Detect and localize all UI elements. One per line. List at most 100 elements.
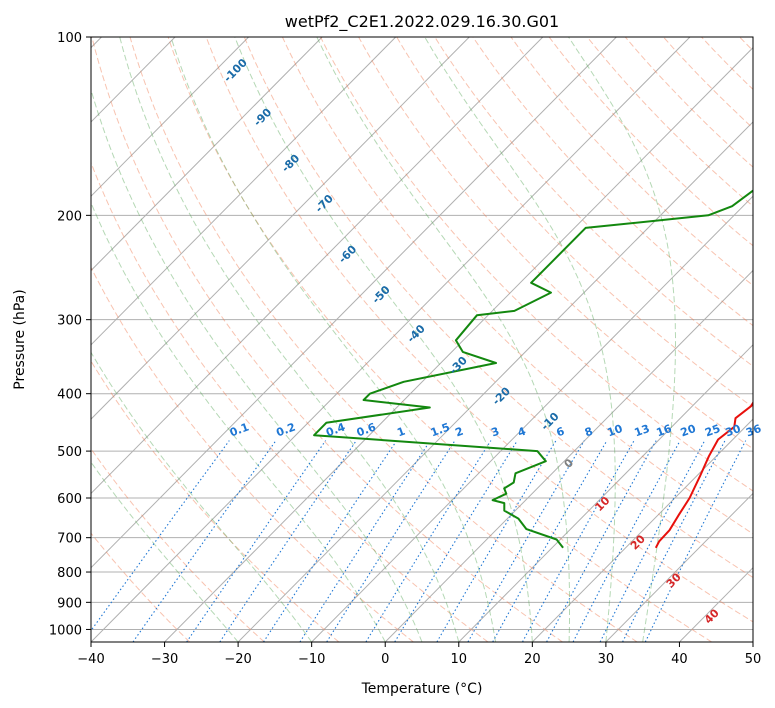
dry-adiabat-line xyxy=(205,37,753,623)
chart-title: wetPf2_C2E1.2022.029.16.30.G01 xyxy=(285,12,559,32)
isotherm-line xyxy=(311,195,753,642)
axes: −40 −30 −20 −10 0 10 20 30 40 5010020030040050060… xyxy=(49,31,761,667)
dry-adiabat-line xyxy=(662,37,753,129)
isotherm-label: -60 xyxy=(336,242,359,265)
isotherm-label: -40 xyxy=(405,322,428,345)
mixing-ratio-line xyxy=(132,440,277,642)
x-tick-label: 0 xyxy=(381,652,389,667)
isotherm-label: -90 xyxy=(251,106,274,129)
mixing-ratio-line xyxy=(394,440,518,642)
mixing-ratio-line xyxy=(186,440,327,642)
y-tick-label: 200 xyxy=(57,209,82,224)
mixing-ratio-line xyxy=(622,440,726,642)
dry-adiabat-line xyxy=(765,24,775,642)
y-tick-label: 800 xyxy=(57,566,82,581)
mixing-ratio-label: 16 xyxy=(655,422,674,440)
mixing-ratio-line xyxy=(644,440,747,642)
y-tick-label: 600 xyxy=(57,492,82,507)
isotherm-line xyxy=(679,566,753,642)
isotherm-line xyxy=(91,37,691,642)
y-axis-title: Pressure (hPa) xyxy=(12,289,28,389)
x-tick-label: 40 xyxy=(671,652,688,667)
x-tick-label: −10 xyxy=(298,652,325,667)
mixing-ratio-label: 4 xyxy=(516,424,528,439)
x-tick-label: 50 xyxy=(745,652,762,667)
isotherm-line xyxy=(91,37,470,420)
isotherm-line xyxy=(752,641,753,642)
y-tick-label: 300 xyxy=(57,314,82,329)
moist-adiabat-line xyxy=(424,37,616,642)
moist-adiabat-line xyxy=(316,37,570,642)
y-tick-label: 100 xyxy=(57,31,82,46)
isotherm-line xyxy=(91,37,323,272)
mixing-ratio-label: 30 xyxy=(724,422,743,440)
dewpoint-profile-line xyxy=(313,189,753,549)
mixing-ratio-label: 20 xyxy=(679,422,698,440)
dry-adiabat-line xyxy=(700,37,753,91)
dry-adiabat-line xyxy=(281,37,753,535)
mixing-ratio-line xyxy=(492,440,608,642)
mixing-ratio-line xyxy=(546,440,657,642)
isotherm-line xyxy=(91,37,397,346)
dry-adiabat-line xyxy=(91,360,340,642)
mixing-ratio-label: 3 xyxy=(489,425,501,440)
isotherm-line xyxy=(164,46,753,642)
isotherm-label: -50 xyxy=(370,283,393,306)
moist-adiabat-line xyxy=(234,37,533,642)
dry-adiabat-line xyxy=(129,37,638,642)
y-tick-label: 1000 xyxy=(49,623,82,638)
dry-adiabat-line xyxy=(472,37,753,327)
isotherm-line xyxy=(531,418,753,642)
plot-frame xyxy=(90,36,754,643)
moist-adiabat-line xyxy=(119,37,460,642)
y-tick-label: 500 xyxy=(57,445,82,460)
moist-adiabat-line xyxy=(91,201,386,642)
x-tick-label: 30 xyxy=(598,652,615,667)
moist-adiabat-line xyxy=(91,88,423,642)
y-tick-label: 400 xyxy=(57,388,82,403)
y-tick-label: 700 xyxy=(57,532,82,547)
moist-adiabat-line xyxy=(91,461,239,642)
dry-adiabat-line xyxy=(91,161,489,642)
mixing-ratio-line xyxy=(299,440,431,642)
isotherm-line xyxy=(605,492,753,642)
isotherm-label: -20 xyxy=(490,384,513,407)
isotherm-line xyxy=(91,37,617,569)
mixing-ratio-line xyxy=(599,440,706,642)
mixing-ratio-label: 10 xyxy=(605,422,624,440)
dry-adiabat-line xyxy=(396,37,753,408)
isotherm-line xyxy=(237,121,753,642)
mixing-ratio-label: 36 xyxy=(744,422,763,440)
mixing-ratio-label: 1 xyxy=(395,425,407,440)
isotherm-line xyxy=(458,344,753,642)
x-tick-label: −30 xyxy=(151,652,178,667)
mixing-ratio-label: 0.4 xyxy=(324,420,347,439)
mixing-ratio-label: 0.2 xyxy=(275,421,298,440)
x-tick-label: 20 xyxy=(524,652,541,667)
isotherm-line xyxy=(384,269,753,642)
mixing-ratio-label: 0.1 xyxy=(228,421,251,440)
profile-lines xyxy=(313,189,753,549)
mixing-ratio-label: 6 xyxy=(555,424,567,439)
dry-adiabat-line xyxy=(319,37,753,492)
mixing-ratio-line xyxy=(326,440,456,642)
y-tick-label: 900 xyxy=(57,596,82,611)
mixing-ratio-label: 2 xyxy=(453,425,465,440)
mixing-ratio-line xyxy=(467,440,585,642)
dry-adiabat-line xyxy=(510,37,753,287)
x-tick-label: −40 xyxy=(77,652,104,667)
isotherm-label-warm: 20 xyxy=(628,532,648,552)
dry-adiabat-line xyxy=(91,532,191,642)
dry-adiabat-line xyxy=(167,37,713,642)
moist-adiabat-line xyxy=(170,37,497,642)
mixing-ratio-label: 25 xyxy=(703,422,722,439)
dry-adiabat-line xyxy=(91,448,265,642)
mixing-ratio-line xyxy=(365,440,492,642)
dry-adiabat-line xyxy=(434,37,753,367)
mixing-ratio-line xyxy=(91,440,230,632)
x-tick-label: −20 xyxy=(224,652,251,667)
isotherm-label: -80 xyxy=(279,152,302,175)
mixing-ratio-label: 1.5 xyxy=(429,421,452,440)
mixing-ratio-line xyxy=(219,440,357,642)
